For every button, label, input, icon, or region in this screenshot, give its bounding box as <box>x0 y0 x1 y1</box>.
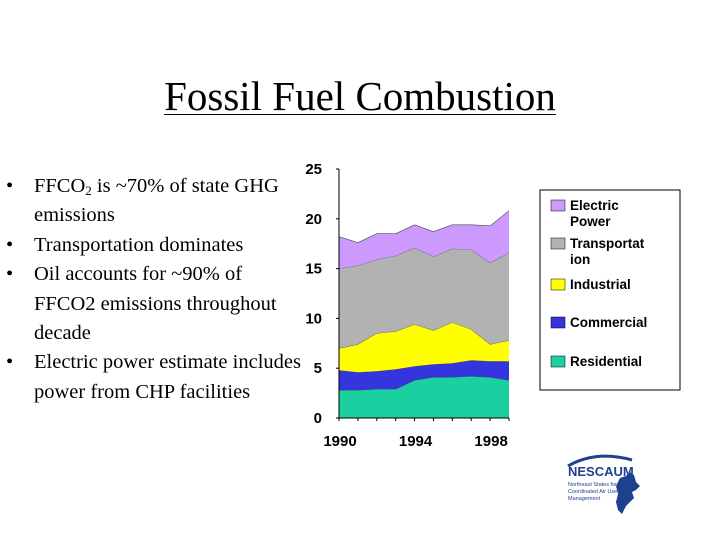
legend-label: Power <box>570 214 611 229</box>
legend-swatch <box>550 237 566 250</box>
slide-title: Fossil Fuel Combustion <box>164 73 556 119</box>
area-transportat-ion <box>339 247 509 349</box>
area-edge <box>338 210 510 244</box>
area-residential <box>339 376 509 418</box>
area-commercial <box>339 360 509 391</box>
bullet-text: Transportation dominates <box>34 233 244 256</box>
bullet-item: • Electric power estimate includes power … <box>6 348 306 407</box>
plot-areas <box>338 210 510 418</box>
bullet-subscript: 2 <box>85 183 92 198</box>
new-england-map-icon <box>616 472 640 514</box>
nescaum-tagline: Coordinated Air Use <box>568 489 617 495</box>
y-tick-label: 15 <box>305 261 322 278</box>
bullet-item: • Transportation dominates <box>6 231 306 260</box>
nescaum-tagline: Northeast States for <box>568 482 617 488</box>
area-industrial <box>339 322 509 373</box>
bullet-dot: • <box>6 351 14 374</box>
bullet-dot: • <box>6 263 14 286</box>
legend-swatch <box>550 278 566 291</box>
nescaum-tagline: Management <box>568 496 601 502</box>
nescaum-logo: NESCAUM Northeast States for Coordinated… <box>567 454 640 514</box>
x-tick-label: 1998 <box>474 433 507 450</box>
legend-label: Residential <box>570 354 642 369</box>
bullet-text: FFCO <box>34 175 86 197</box>
legend-label: Electric <box>570 198 619 213</box>
area-electric-power <box>339 210 509 269</box>
legend-swatch <box>550 199 566 212</box>
legend-label: ion <box>570 252 590 267</box>
chart-axes: 0 5 10 15 20 25 1990 1994 1998 <box>305 161 510 450</box>
x-tick-label: 1994 <box>399 433 433 450</box>
legend-label: Industrial <box>570 277 631 292</box>
bullet-list: • FFCO2 is ~70% of state GHG emissions • T… <box>6 172 306 407</box>
legend-label: Commercial <box>570 315 647 330</box>
y-tick-label: 25 <box>305 161 322 178</box>
bullet-item: • Oil accounts for ~90% of FFCO2 emission… <box>6 260 306 348</box>
bullet-text: Oil accounts for ~90% of FFCO2 emissions… <box>34 263 277 345</box>
legend-swatch <box>550 355 566 368</box>
bullet-dot: • <box>6 233 14 256</box>
y-tick-label: 0 <box>314 410 322 427</box>
y-tick-label: 5 <box>314 360 322 377</box>
y-tick-label: 20 <box>305 211 322 228</box>
nescaum-swoosh <box>567 454 633 468</box>
bullet-item: • FFCO2 is ~70% of state GHG emissions <box>6 172 306 231</box>
bullet-text: Electric power estimate includes power f… <box>34 351 301 403</box>
y-tick-label: 10 <box>305 310 322 327</box>
bullet-text: is ~70% of state GHG emissions <box>34 175 279 227</box>
legend-label: Transportat <box>570 236 645 251</box>
nescaum-logo-name: NESCAUM <box>568 464 634 479</box>
legend-swatch <box>550 316 566 329</box>
x-tick-label: 1990 <box>323 433 356 450</box>
bullet-dot: • <box>6 175 14 197</box>
